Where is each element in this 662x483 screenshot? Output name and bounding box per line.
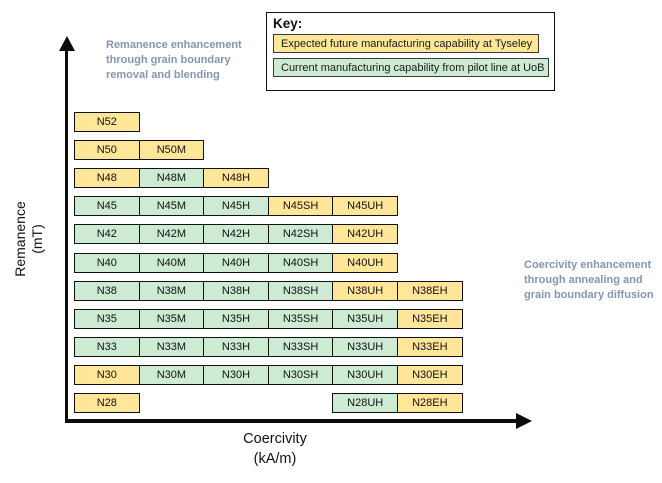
grade-cell-N35UH: N35UH <box>332 308 398 329</box>
grade-cell-N38SH: N38SH <box>267 280 334 301</box>
grade-cell-N42UH: N42UH <box>332 224 398 245</box>
grade-cell-N42SH: N42SH <box>267 224 334 245</box>
key-title: Key: <box>273 16 303 31</box>
grade-cell-N30EH: N30EH <box>397 364 463 385</box>
grade-cell-N33UH: N33UH <box>332 336 398 357</box>
grade-cell-N30H: N30H <box>203 364 269 385</box>
grade-cell-N35H: N35H <box>203 308 269 329</box>
y-axis-label-line1: Remanence <box>12 201 28 277</box>
x-axis-arrow-icon <box>516 413 532 429</box>
y-axis-line <box>65 46 68 423</box>
grade-row-N38: N38 N38M N38H N38SH N38UH N38EH <box>74 280 474 301</box>
legend-item-future: Expected future manufacturing capability… <box>273 34 539 53</box>
grade-cell-N28: N28 <box>74 393 140 413</box>
y-axis-arrow-icon <box>59 36 75 51</box>
y-axis-label-line2: (mT) <box>29 224 45 254</box>
grade-cell-N50M: N50M <box>138 140 205 161</box>
grade-cell-N42M: N42M <box>138 224 205 245</box>
grade-cell-N35SH: N35SH <box>267 308 334 329</box>
grade-cell-N40: N40 <box>74 252 140 273</box>
grade-cell-N33EH: N33EH <box>397 336 463 357</box>
grade-row-N33: N33 N33M N33H N33SH N33UH N33EH <box>74 336 474 357</box>
grade-row-N28: N28 N28UH N28EH <box>74 393 474 413</box>
grade-cell-N35M: N35M <box>138 308 205 329</box>
x-axis-label-line2: (kA/m) <box>253 451 297 467</box>
grade-cell-N28EH: N28EH <box>397 393 463 413</box>
grade-cell-N45UH: N45UH <box>332 196 398 217</box>
x-axis-label: Coercivity (kA/m) <box>190 429 360 469</box>
grade-cell-N42H: N42H <box>203 224 269 245</box>
grade-row-N52: N52 <box>74 112 474 132</box>
grade-cell-N52: N52 <box>74 112 140 132</box>
grade-cell-N45: N45 <box>74 196 140 217</box>
y-axis-label: Remanence (mT) <box>12 154 46 324</box>
grade-cell-N48H: N48H <box>203 168 269 189</box>
grade-cell-N35: N35 <box>74 308 140 329</box>
grade-row-N35: N35 N35M N35H N35SH N35UH N35EH <box>74 308 474 329</box>
grade-cell-N38UH: N38UH <box>332 280 398 301</box>
grade-cell-N35EH: N35EH <box>397 308 463 329</box>
x-axis-line <box>65 419 517 423</box>
grade-cell-N40UH: N40UH <box>332 252 398 273</box>
grade-cell-N33H: N33H <box>203 336 269 357</box>
grade-cell-N42: N42 <box>74 224 140 245</box>
grade-cell-N45M: N45M <box>138 196 205 217</box>
grade-cell-N45SH: N45SH <box>267 196 334 217</box>
key-box: Key: Expected future manufacturing capab… <box>266 12 555 91</box>
grade-cell-N40SH: N40SH <box>267 252 334 273</box>
grade-cell-N40H: N40H <box>203 252 269 273</box>
grade-cell-N33M: N33M <box>138 336 205 357</box>
grade-cell-N28UH: N28UH <box>332 393 398 413</box>
grade-cell-N38EH: N38EH <box>397 280 463 301</box>
grade-cell-N33SH: N33SH <box>267 336 334 357</box>
grade-cell-N33: N33 <box>74 336 140 357</box>
grade-cell-N48M: N48M <box>138 168 205 189</box>
grade-row-N40: N40 N40M N40H N40SH N40UH <box>74 252 474 273</box>
grade-grid: N52 N50 N50M N48 N48M N48H N45 N45M N45H N45SH N45… <box>74 0 474 483</box>
grade-row-N30: N30 N30M N30H N30SH N30UH N30EH <box>74 364 474 385</box>
grade-row-N50: N50 N50M <box>74 140 474 161</box>
x-axis-label-line1: Coercivity <box>243 431 307 447</box>
grade-cell-N48: N48 <box>74 168 140 189</box>
grade-cell-N38H: N38H <box>203 280 269 301</box>
grade-cell-N45H: N45H <box>203 196 269 217</box>
grade-cell-N30UH: N30UH <box>332 364 398 385</box>
grade-cell-N38M: N38M <box>138 280 205 301</box>
grade-cell-N30SH: N30SH <box>267 364 334 385</box>
grade-cell-N38: N38 <box>74 280 140 301</box>
grade-cell-N40M: N40M <box>138 252 205 273</box>
grade-cell-N30: N30 <box>74 364 140 385</box>
grade-row-N48: N48 N48M N48H <box>74 168 474 189</box>
grade-row-N42: N42 N42M N42H N42SH N42UH <box>74 224 474 245</box>
remanence-enhancement-annotation: Remanence enhancement through grain boun… <box>106 39 242 81</box>
grade-row-N45: N45 N45M N45H N45SH N45UH <box>74 196 474 217</box>
coercivity-enhancement-annotation: Coercivity enhancement through annealing… <box>524 259 654 301</box>
grade-cell-N50: N50 <box>74 140 140 161</box>
legend-item-current: Current manufacturing capability from pi… <box>273 58 549 77</box>
grade-cell-N30M: N30M <box>138 364 205 385</box>
